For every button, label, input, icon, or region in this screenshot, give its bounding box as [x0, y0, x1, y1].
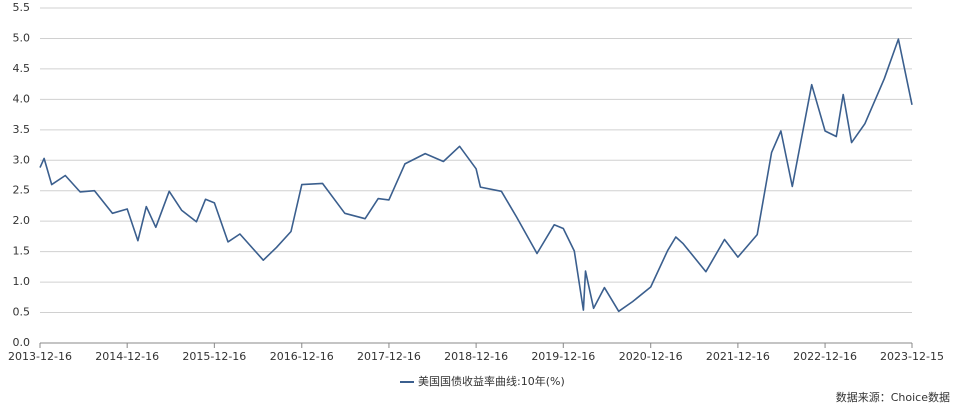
x-tick-label: 2018-12-16	[444, 350, 508, 363]
y-tick-label: 2.5	[13, 184, 31, 197]
x-tick-label: 2021-12-16	[706, 350, 770, 363]
legend-label: 美国国债收益率曲线:10年(%)	[418, 374, 565, 388]
y-tick-label: 1.5	[13, 245, 31, 258]
x-tick-label: 2013-12-16	[8, 350, 72, 363]
x-tick-label: 2019-12-16	[531, 350, 595, 363]
x-tick-label: 2022-12-16	[793, 350, 857, 363]
y-tick-label: 4.5	[13, 62, 31, 75]
y-tick-label: 4.0	[13, 92, 31, 105]
y-tick-label: 2.0	[13, 214, 31, 227]
x-tick-label: 2016-12-16	[270, 350, 334, 363]
x-tick-label: 2015-12-16	[182, 350, 246, 363]
x-tick-label: 2023-12-15	[880, 350, 944, 363]
y-tick-label: 0.5	[13, 306, 31, 319]
y-tick-label: 3.0	[13, 153, 31, 166]
x-tick-label: 2020-12-16	[619, 350, 683, 363]
source-note: 数据来源：Choice数据	[836, 390, 950, 404]
y-tick-label: 3.5	[13, 123, 31, 136]
y-tick-label: 5.0	[13, 31, 31, 44]
x-tick-label: 2017-12-16	[357, 350, 421, 363]
x-tick-label: 2014-12-16	[95, 350, 159, 363]
y-tick-label: 0.0	[13, 336, 31, 349]
y-tick-label: 1.0	[13, 275, 31, 288]
y-tick-label: 5.5	[13, 1, 31, 14]
series-line	[39, 38, 913, 313]
